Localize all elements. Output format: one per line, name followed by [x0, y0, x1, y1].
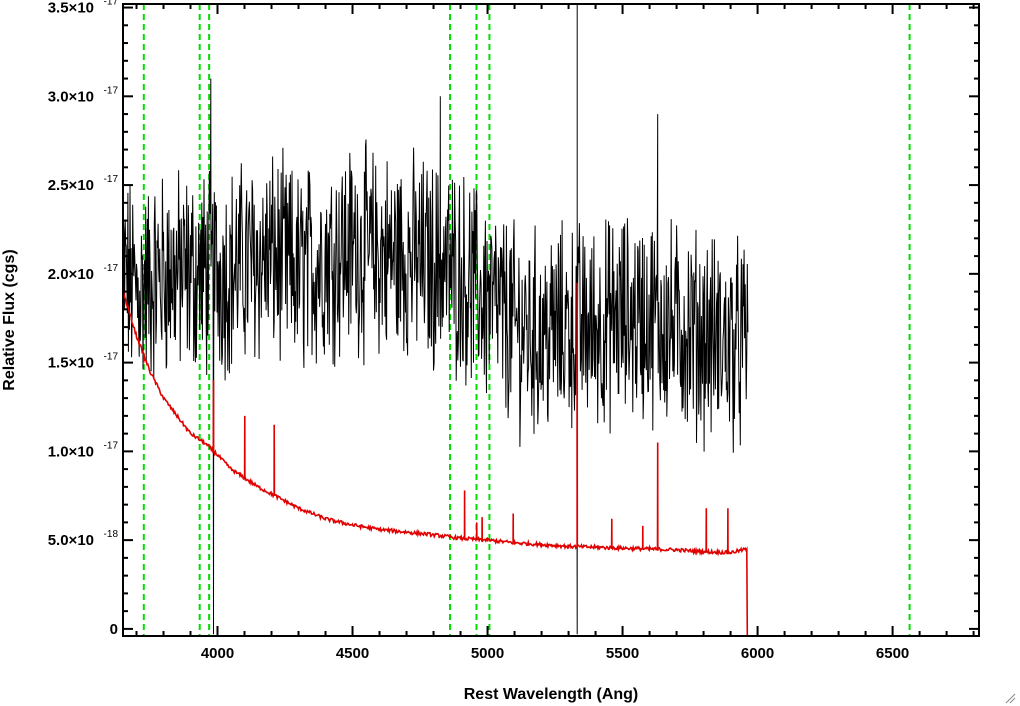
x-tick-label: 4000 [201, 645, 234, 662]
y-axis: 0 5.0×10 -18 1.0×10 -17 1.5×10 -17 2.0×10 -17 2.5… [48, 0, 979, 638]
y-tick-exponent: -18 [104, 529, 119, 540]
y-tick-label: 0 [110, 621, 118, 638]
y-tick-exponent: -17 [104, 0, 119, 8]
resize-grip-icon[interactable] [1004, 692, 1016, 704]
series-layer [123, 4, 979, 636]
x-tick-label: 5500 [606, 645, 639, 662]
y-axis-title: Relative Flux (cgs) [1, 249, 18, 390]
y-tick-exponent: -17 [104, 174, 119, 185]
y-tick-label: 3.5×10 [48, 0, 94, 17]
y-tick-label: 2.5×10 [48, 177, 94, 194]
observed-series-line [123, 4, 749, 635]
y-tick-label: 5.0×10 [48, 532, 94, 549]
y-tick-exponent: -17 [104, 85, 119, 96]
x-tick-label: 4500 [336, 645, 369, 662]
x-axis: 4000 4500 5000 5500 6000 6500 [135, 4, 975, 662]
y-tick-exponent: -17 [104, 440, 119, 451]
x-tick-label: 5000 [471, 645, 504, 662]
y-tick-exponent: -17 [104, 352, 119, 363]
x-tick-label: 6000 [741, 645, 774, 662]
plot-frame [122, 3, 980, 637]
x-axis-title: Rest Wavelength (Ang) [464, 686, 639, 703]
y-tick-label: 3.0×10 [48, 88, 94, 105]
x-tick-label: 6500 [876, 645, 909, 662]
y-tick-label: 2.0×10 [48, 266, 94, 283]
y-tick-label: 1.0×10 [48, 443, 94, 460]
y-tick-label: 1.5×10 [48, 355, 94, 372]
y-tick-exponent: -17 [104, 263, 119, 274]
model-series-line [123, 282, 979, 636]
